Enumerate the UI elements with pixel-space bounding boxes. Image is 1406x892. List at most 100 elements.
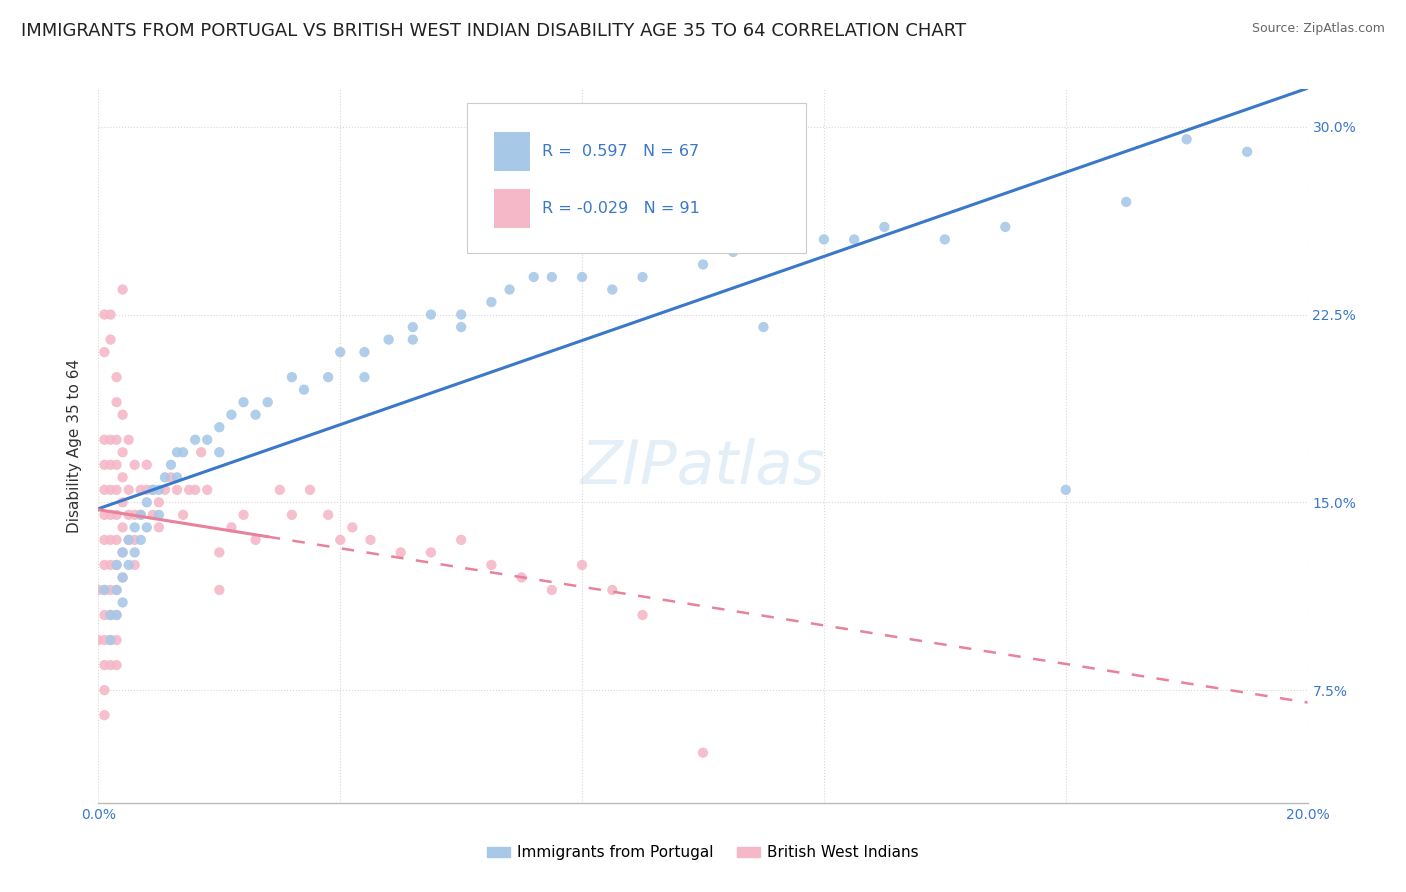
Point bbox=[93, 508, 115, 522]
Point bbox=[105, 370, 128, 384]
Point bbox=[100, 633, 122, 648]
Point bbox=[105, 483, 128, 497]
Point bbox=[723, 244, 745, 259]
Point bbox=[245, 533, 267, 547]
Point bbox=[329, 533, 352, 547]
Point bbox=[208, 445, 231, 459]
Point bbox=[105, 607, 128, 622]
Point bbox=[93, 708, 115, 723]
Point bbox=[100, 333, 122, 347]
Text: Source: ZipAtlas.com: Source: ZipAtlas.com bbox=[1251, 22, 1385, 36]
Point bbox=[93, 433, 115, 447]
Point bbox=[87, 582, 110, 597]
Point bbox=[105, 508, 128, 522]
Point bbox=[93, 633, 115, 648]
Point bbox=[353, 370, 375, 384]
Bar bbox=[494, 132, 530, 171]
Point bbox=[105, 433, 128, 447]
Point bbox=[111, 595, 134, 609]
Point bbox=[111, 408, 134, 422]
Point bbox=[1236, 145, 1258, 159]
Point bbox=[281, 370, 304, 384]
Point bbox=[153, 483, 176, 497]
Point bbox=[692, 746, 714, 760]
Point bbox=[540, 582, 562, 597]
Point bbox=[105, 658, 128, 673]
Point bbox=[299, 483, 322, 497]
Point bbox=[111, 470, 134, 484]
Point bbox=[752, 320, 775, 334]
Point bbox=[142, 483, 165, 497]
Point bbox=[195, 483, 218, 497]
Point bbox=[118, 483, 141, 497]
Point bbox=[153, 470, 176, 484]
Point bbox=[93, 683, 115, 698]
Point bbox=[100, 508, 122, 522]
Point bbox=[111, 520, 134, 534]
Point bbox=[100, 582, 122, 597]
Point bbox=[389, 545, 412, 559]
Point bbox=[221, 520, 243, 534]
Point bbox=[100, 308, 122, 322]
Point bbox=[160, 458, 183, 472]
Point bbox=[93, 308, 115, 322]
FancyBboxPatch shape bbox=[467, 103, 806, 253]
Point bbox=[105, 395, 128, 409]
Text: ZIPatlas: ZIPatlas bbox=[581, 438, 825, 497]
Point bbox=[540, 270, 562, 285]
Point bbox=[111, 570, 134, 584]
Point bbox=[93, 582, 115, 597]
Point bbox=[100, 533, 122, 547]
Point bbox=[281, 508, 304, 522]
Point bbox=[1175, 132, 1198, 146]
Point bbox=[105, 607, 128, 622]
Point bbox=[166, 445, 188, 459]
Point bbox=[510, 570, 533, 584]
Point bbox=[148, 520, 170, 534]
Point bbox=[994, 219, 1017, 234]
Point bbox=[93, 658, 115, 673]
Point bbox=[142, 483, 165, 497]
Point bbox=[184, 483, 207, 497]
Point bbox=[129, 508, 152, 522]
Point bbox=[166, 483, 188, 497]
Point bbox=[256, 395, 278, 409]
Point bbox=[329, 345, 352, 359]
Point bbox=[124, 558, 146, 572]
Point bbox=[190, 445, 212, 459]
Point bbox=[105, 458, 128, 472]
Point bbox=[166, 470, 188, 484]
Point bbox=[105, 582, 128, 597]
Point bbox=[129, 533, 152, 547]
Point bbox=[135, 520, 157, 534]
Point bbox=[420, 545, 443, 559]
Point bbox=[602, 283, 624, 297]
Point bbox=[208, 420, 231, 434]
Point bbox=[93, 458, 115, 472]
Point bbox=[631, 270, 654, 285]
Point bbox=[105, 582, 128, 597]
Point bbox=[93, 483, 115, 497]
Point bbox=[498, 283, 520, 297]
Point bbox=[124, 520, 146, 534]
Point bbox=[148, 495, 170, 509]
Point bbox=[232, 395, 254, 409]
Point bbox=[269, 483, 291, 497]
Point bbox=[129, 483, 152, 497]
Point bbox=[450, 533, 472, 547]
Point bbox=[124, 545, 146, 559]
Point bbox=[105, 558, 128, 572]
Point bbox=[402, 320, 425, 334]
Point bbox=[111, 495, 134, 509]
Point bbox=[813, 232, 835, 246]
Point bbox=[353, 345, 375, 359]
Point bbox=[129, 508, 152, 522]
Point bbox=[195, 433, 218, 447]
Point bbox=[571, 270, 593, 285]
Point bbox=[360, 533, 382, 547]
Point bbox=[118, 558, 141, 572]
Text: IMMIGRANTS FROM PORTUGAL VS BRITISH WEST INDIAN DISABILITY AGE 35 TO 64 CORRELAT: IMMIGRANTS FROM PORTUGAL VS BRITISH WEST… bbox=[21, 22, 966, 40]
Point bbox=[631, 607, 654, 622]
Point bbox=[844, 232, 866, 246]
Point bbox=[105, 533, 128, 547]
